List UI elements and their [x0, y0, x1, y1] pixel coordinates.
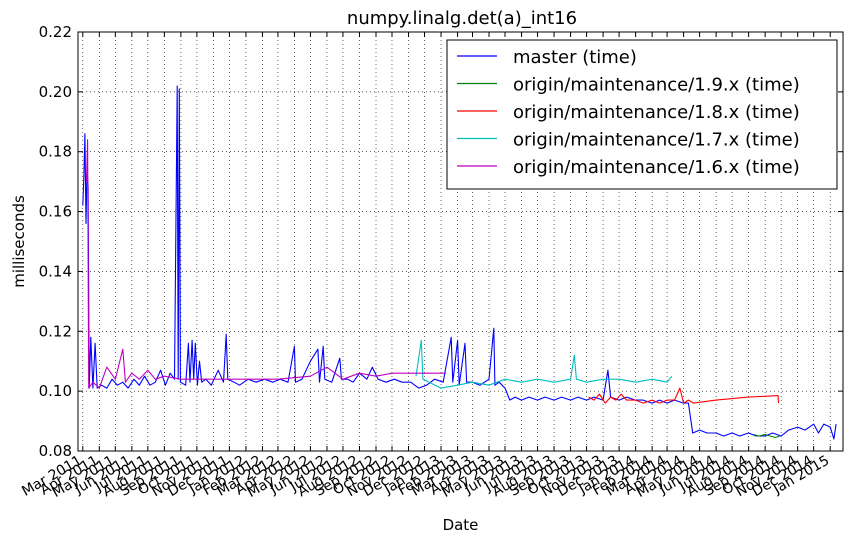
series-line-0: [82, 85, 837, 440]
legend-label: origin/maintenance/1.7.x (time): [513, 130, 800, 151]
y-tick-label: 0.08: [39, 442, 72, 460]
y-tick-label: 0.12: [39, 322, 72, 340]
chart-title: numpy.linalg.det(a)_int16: [347, 8, 577, 29]
series-line-2: [588, 387, 780, 404]
y-axis-label: milliseconds: [10, 195, 28, 288]
legend-box: [446, 39, 838, 190]
y-tick-label: 0.16: [39, 203, 72, 221]
plot-frame: [77, 31, 844, 452]
legend-label: origin/maintenance/1.6.x (time): [513, 157, 800, 178]
legend-label: master (time): [513, 47, 637, 68]
y-tick-label: 0.14: [39, 262, 72, 280]
legend-label: origin/maintenance/1.9.x (time): [513, 75, 800, 96]
series-line-4: [85, 139, 446, 389]
series-line-3: [415, 339, 673, 389]
y-tick-label: 0.18: [39, 143, 72, 161]
legend: master (time) origin/maintenance/1.9.x (t…: [446, 39, 838, 190]
y-tick-label: 0.20: [39, 83, 72, 101]
y-tick-label: 0.22: [39, 23, 72, 41]
x-axis-label: Date: [443, 516, 479, 534]
series-line-1: [753, 433, 780, 439]
y-tick-label: 0.10: [39, 382, 72, 400]
legend-label: origin/maintenance/1.8.x (time): [513, 102, 800, 123]
plot-area: [82, 85, 837, 440]
